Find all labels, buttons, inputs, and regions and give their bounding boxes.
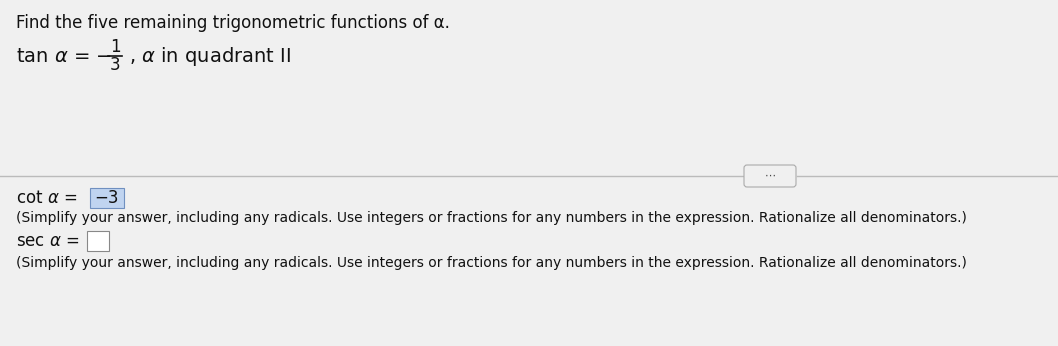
Text: (Simplify your answer, including any radicals. Use integers or fractions for any: (Simplify your answer, including any rad… [16,256,967,270]
Text: 3: 3 [110,56,121,74]
Text: tan $\alpha$ = $-$: tan $\alpha$ = $-$ [16,46,112,65]
Text: , $\alpha$ in quadrant II: , $\alpha$ in quadrant II [129,45,291,67]
Text: ⋯: ⋯ [765,171,776,181]
FancyBboxPatch shape [0,0,1058,176]
Text: (Simplify your answer, including any radicals. Use integers or fractions for any: (Simplify your answer, including any rad… [16,211,967,225]
FancyBboxPatch shape [0,178,1058,346]
Text: cot $\alpha$ =: cot $\alpha$ = [16,189,79,207]
Text: 1: 1 [110,38,121,56]
FancyBboxPatch shape [744,165,796,187]
Text: Find the five remaining trigonometric functions of α.: Find the five remaining trigonometric fu… [16,14,450,32]
FancyBboxPatch shape [0,0,1058,178]
FancyBboxPatch shape [0,176,1058,346]
FancyBboxPatch shape [90,188,124,208]
Text: −3: −3 [95,189,120,207]
Text: sec $\alpha$ =: sec $\alpha$ = [16,232,79,250]
FancyBboxPatch shape [87,231,109,251]
